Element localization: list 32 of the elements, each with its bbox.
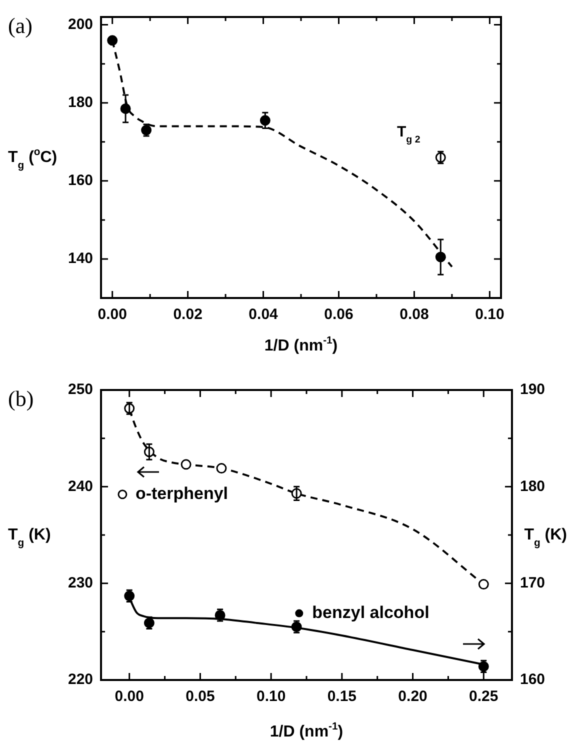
y2-tick-label: 160 [520, 671, 546, 688]
chart-title: (b) [8, 386, 34, 411]
y-tick-label: 200 [68, 16, 94, 33]
point [180, 459, 192, 470]
point [107, 35, 118, 46]
x-tick-label: 0.10 [475, 306, 504, 324]
x-tick-label: 0.00 [114, 688, 144, 706]
y-tick-label: 240 [68, 478, 94, 495]
y-tick-label: 160 [68, 172, 94, 190]
x-tick-label: 0.08 [400, 306, 429, 324]
y2-tick-label: 190 [520, 381, 546, 398]
x-tick-label: 0.04 [248, 306, 279, 324]
y-tick-label: 230 [68, 574, 94, 592]
x-tick-label: 0.05 [186, 688, 215, 706]
x-tick-label: 0.00 [98, 306, 127, 324]
x-tick-label: 0.25 [469, 688, 498, 706]
legend-label: benzyl alcohol [312, 602, 430, 622]
y-tick-label: 180 [68, 94, 94, 111]
y-tick-label: 250 [68, 381, 94, 398]
x-tick-label: 0.02 [173, 306, 202, 324]
x-tick-label: 0.10 [256, 688, 286, 706]
x-tick-label: 0.15 [327, 688, 357, 706]
y-tick-label: 220 [68, 671, 94, 688]
legend-label: o-terphenyl [135, 484, 228, 504]
point [478, 579, 489, 590]
point [216, 463, 227, 474]
chart-title: (a) [8, 12, 32, 38]
x-tick-label: 0.20 [398, 688, 428, 706]
y2-tick-label: 180 [520, 478, 546, 495]
y-tick-label: 140 [68, 250, 94, 268]
y2-tick-label: 170 [520, 574, 546, 592]
x-tick-label: 0.06 [324, 306, 354, 324]
